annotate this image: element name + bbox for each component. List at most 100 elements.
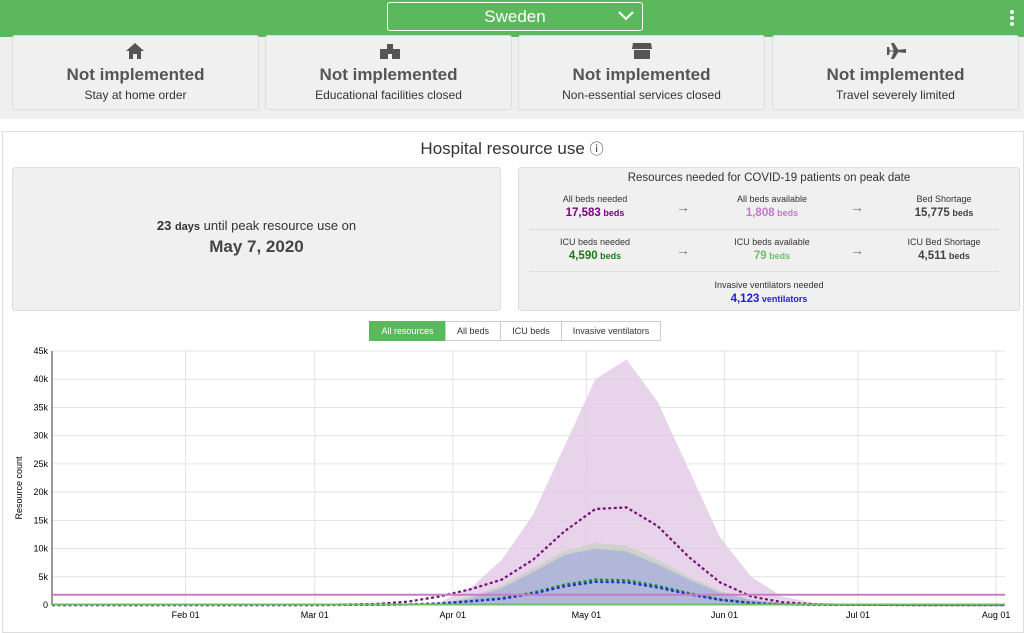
resource-item: Bed Shortage 15,775 beds bbox=[874, 194, 1014, 219]
chevron bbox=[618, 11, 634, 21]
resource-value: 4,511 beds bbox=[874, 250, 1014, 262]
resource-label: Bed Shortage bbox=[916, 194, 972, 204]
y-tick-label: 30k bbox=[33, 431, 48, 441]
y-tick-label: 40k bbox=[33, 374, 48, 384]
section-title: Hospital resource use ⓘ bbox=[0, 139, 1024, 159]
info-icon[interactable]: ⓘ bbox=[589, 141, 604, 157]
resource-item: Invasive ventilators needed 4,123 ventila… bbox=[689, 280, 849, 305]
resource-item: ICU beds needed 4,590 beds bbox=[525, 237, 665, 262]
country-select[interactable]: Sweden bbox=[387, 2, 643, 31]
peak-card: 23 days until peak resource use on May 7… bbox=[12, 167, 501, 311]
resource-value: 4,123 ventilators bbox=[689, 293, 849, 305]
y-tick-label: 5k bbox=[38, 572, 48, 582]
policy-card: Not implemented Non-essential services cl… bbox=[518, 35, 765, 110]
resource-item: All beds needed 17,583 beds bbox=[525, 194, 665, 219]
menu[interactable] bbox=[1008, 9, 1016, 27]
x-tick-label: Mar 01 bbox=[301, 610, 329, 620]
days: 23 bbox=[156, 218, 172, 233]
value: 4,511 bbox=[918, 250, 947, 262]
unit: beds bbox=[769, 251, 791, 261]
resource-value: 1,808 beds bbox=[702, 207, 842, 219]
status: Not implemented bbox=[66, 65, 205, 84]
arrow: → bbox=[676, 242, 690, 258]
icon bbox=[126, 43, 144, 59]
chart: Resource count 0 5k 10k 15k 20k 25k 30k 35k 40k 4… bbox=[14, 346, 1011, 620]
days-unit: days bbox=[174, 221, 201, 233]
unit: beds bbox=[777, 208, 799, 218]
y-tick-label: 25k bbox=[33, 459, 48, 469]
x-tick-label: Jun 01 bbox=[711, 610, 738, 620]
arrow: → bbox=[676, 199, 690, 215]
value: 1,808 bbox=[745, 207, 775, 219]
area bbox=[52, 542, 1005, 605]
label: Educational facilities closed bbox=[315, 88, 462, 102]
x-tick-label: Feb 01 bbox=[172, 610, 200, 620]
icon bbox=[380, 44, 400, 59]
resource-value: 4,590 beds bbox=[525, 250, 665, 262]
resource-item: ICU beds available 79 beds bbox=[702, 237, 842, 262]
resource-label: Invasive ventilators needed bbox=[714, 280, 824, 290]
area bbox=[52, 548, 1005, 605]
resource-item: ICU Bed Shortage 4,511 beds bbox=[874, 237, 1014, 262]
resource-item: All beds available 1,808 beds bbox=[702, 194, 842, 219]
country: Sweden bbox=[484, 7, 546, 26]
label: Stay at home order bbox=[84, 88, 187, 102]
label: Travel severely limited bbox=[836, 88, 955, 102]
resources-title: Resources needed for COVID-19 patients o… bbox=[627, 172, 911, 184]
value: 15,775 bbox=[914, 207, 950, 219]
tab[interactable]: All resources bbox=[369, 321, 446, 341]
resource-label: ICU Bed Shortage bbox=[907, 237, 981, 247]
unit: beds bbox=[948, 251, 970, 261]
y-tick-label: 45k bbox=[33, 346, 48, 356]
area bbox=[52, 359, 1005, 605]
tab[interactable]: Invasive ventilators bbox=[561, 321, 661, 341]
arrow: → bbox=[850, 242, 864, 258]
label: Non-essential services closed bbox=[562, 88, 721, 102]
line bbox=[52, 506, 1005, 607]
x-tick-label: Jul 01 bbox=[846, 610, 870, 620]
resources-card: Resources needed for COVID-19 patients o… bbox=[518, 167, 1020, 311]
status: Not implemented bbox=[572, 65, 711, 84]
status: Not implemented bbox=[826, 65, 965, 84]
peak-line: 23 days until peak resource use on bbox=[13, 218, 500, 233]
policy-card: Not implemented Educational facilities cl… bbox=[265, 35, 512, 110]
y-tick-label: 10k bbox=[33, 544, 48, 554]
resource-value: 17,583 beds bbox=[525, 207, 665, 219]
resource-label: All beds needed bbox=[562, 194, 628, 204]
unit: beds bbox=[603, 208, 625, 218]
unit: beds bbox=[600, 251, 622, 261]
resource-label: ICU beds available bbox=[734, 237, 810, 247]
icon bbox=[632, 43, 652, 59]
value: 4,123 bbox=[730, 293, 760, 305]
resource-value: 79 beds bbox=[702, 250, 842, 262]
divider bbox=[529, 229, 999, 230]
x-tick-label: Apr 01 bbox=[440, 610, 467, 620]
icon bbox=[886, 43, 906, 59]
x-tick-label: May 01 bbox=[572, 610, 602, 620]
resource-label: ICU beds needed bbox=[559, 237, 631, 247]
unit: ventilators bbox=[761, 294, 808, 304]
status: Not implemented bbox=[319, 65, 458, 84]
resource-value: 15,775 beds bbox=[874, 207, 1014, 219]
top-bar: Sweden bbox=[0, 0, 1024, 37]
resource-label: All beds available bbox=[736, 194, 808, 204]
y-tick-label: 0 bbox=[43, 600, 48, 610]
value: 79 bbox=[753, 250, 767, 262]
y-tick-label: 35k bbox=[33, 402, 48, 412]
y-tick-label: 20k bbox=[33, 487, 48, 497]
policy-card: Not implemented Travel severely limited bbox=[772, 35, 1019, 110]
x-tick-label: Aug 01 bbox=[982, 610, 1011, 620]
tab[interactable]: ICU beds bbox=[500, 321, 562, 341]
tab[interactable]: All beds bbox=[445, 321, 501, 341]
peak-date: May 7, 2020 bbox=[209, 237, 304, 256]
value: 4,590 bbox=[568, 250, 598, 262]
divider bbox=[529, 271, 999, 272]
value: 17,583 bbox=[565, 207, 601, 219]
arrow: → bbox=[850, 199, 864, 215]
y-tick-label: 15k bbox=[33, 515, 48, 525]
title: Hospital resource use bbox=[420, 139, 585, 158]
y-axis-title: Resource count bbox=[14, 456, 24, 520]
policy-card: Not implemented Stay at home order bbox=[12, 35, 259, 110]
unit: beds bbox=[952, 208, 974, 218]
